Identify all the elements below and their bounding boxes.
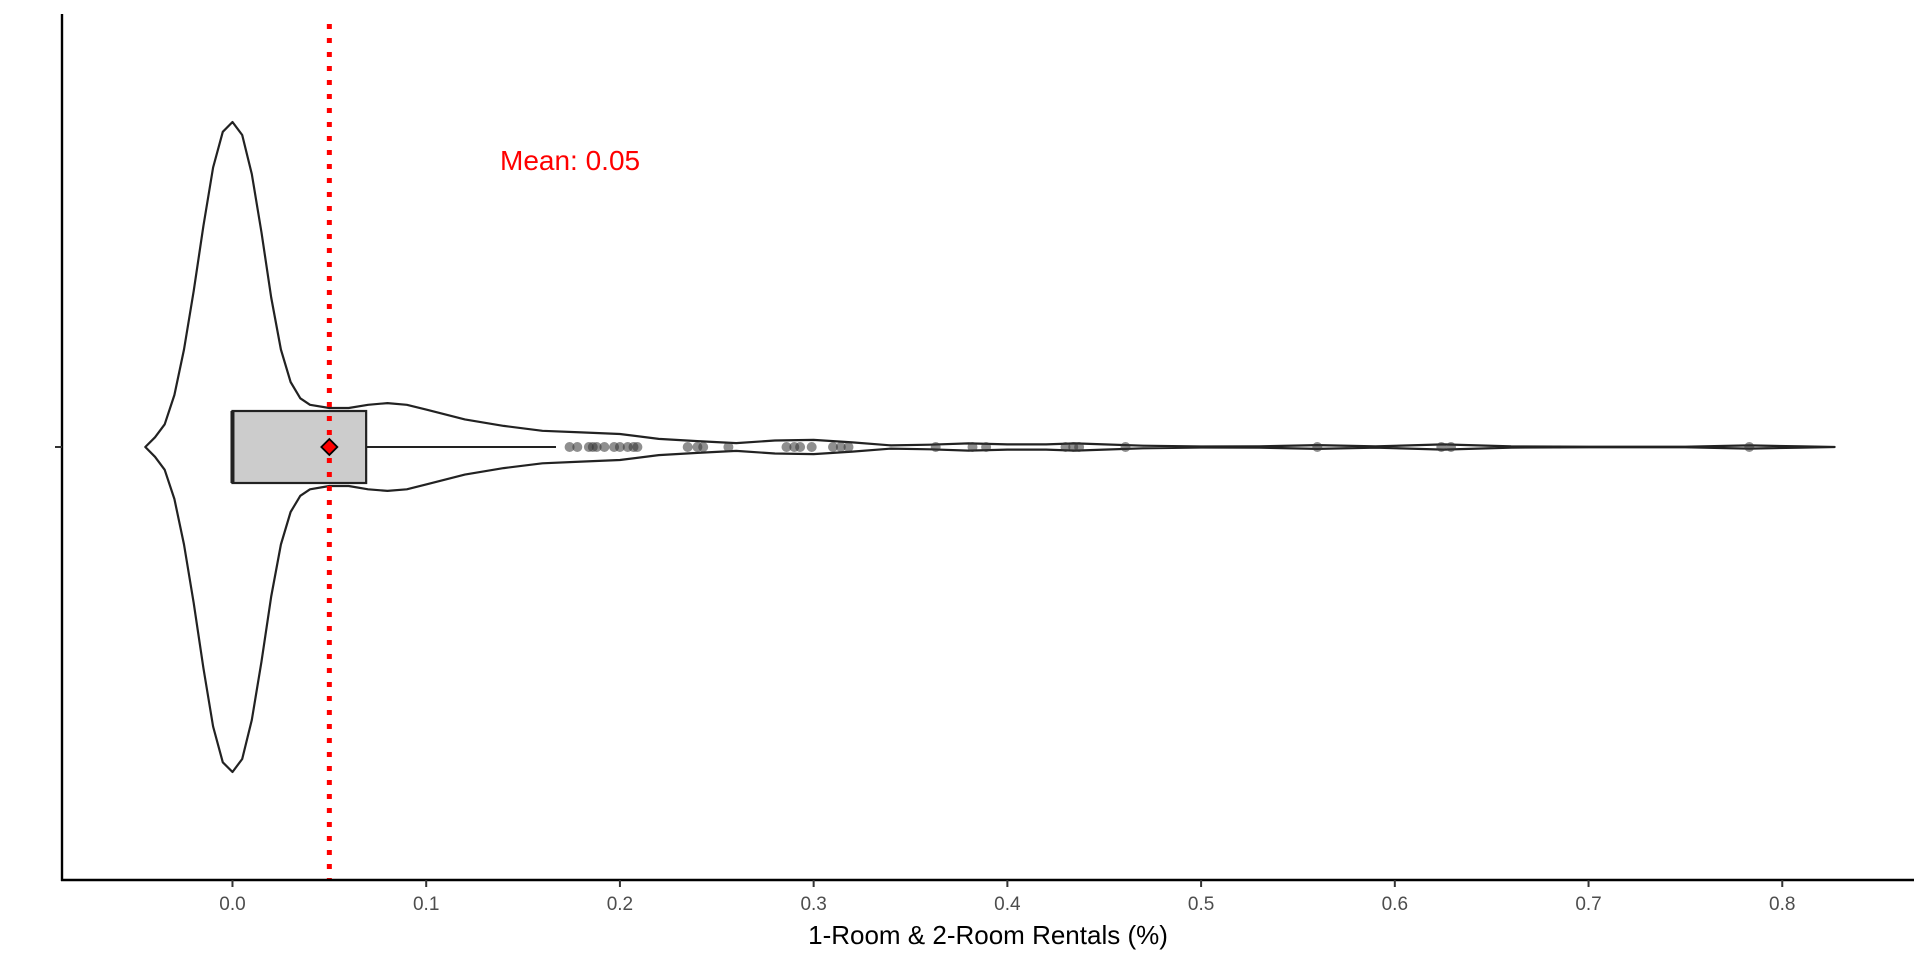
outlier-point (1436, 442, 1447, 452)
outlier-point (572, 442, 583, 452)
outlier-point (723, 442, 734, 452)
outlier-point (1446, 442, 1456, 452)
x-axis-title: 1-Room & 2-Room Rentals (%) (808, 920, 1168, 950)
outlier-point (1120, 442, 1131, 452)
outlier-point (930, 442, 941, 452)
x-axis-ticks: 0.0 0.1 0.2 0.3 0.4 0.5 0.6 0.7 0.8 (219, 880, 1795, 915)
outlier-point (614, 442, 625, 452)
x-tick-label: 0.3 (800, 894, 826, 915)
x-tick-label: 0.4 (994, 894, 1021, 915)
mean-marker (320, 437, 339, 457)
outlier-point (795, 442, 806, 452)
plot-area (144, 24, 1836, 880)
outlier-point (591, 442, 602, 452)
outlier-point (1744, 442, 1755, 452)
outlier-point (1060, 442, 1071, 452)
violin-outline (144, 120, 1836, 774)
outlier-point (632, 442, 643, 452)
x-tick-label: 0.6 (1382, 894, 1408, 915)
outlier-point (806, 442, 817, 452)
outlier-point (599, 442, 610, 452)
outlier-point (835, 442, 846, 452)
x-tick-label: 0.8 (1769, 894, 1795, 915)
x-tick-label: 0.1 (413, 894, 439, 915)
outlier-point (1312, 442, 1323, 452)
x-tick-label: 0.0 (219, 894, 245, 915)
outlier-point (698, 442, 709, 452)
outlier-point (781, 442, 792, 452)
outlier-point (967, 442, 978, 452)
outlier-point (828, 442, 838, 452)
x-tick-label: 0.7 (1575, 894, 1601, 915)
mean-annotation: Mean: 0.05 (500, 145, 640, 176)
outlier-point (981, 442, 992, 452)
outlier-point (1074, 442, 1085, 452)
x-tick-label: 0.2 (607, 894, 633, 915)
outlier-point (564, 442, 575, 452)
outlier-point (843, 442, 854, 452)
outlier-point (682, 442, 693, 452)
x-tick-label: 0.5 (1188, 894, 1214, 915)
box-iqr (231, 409, 368, 485)
